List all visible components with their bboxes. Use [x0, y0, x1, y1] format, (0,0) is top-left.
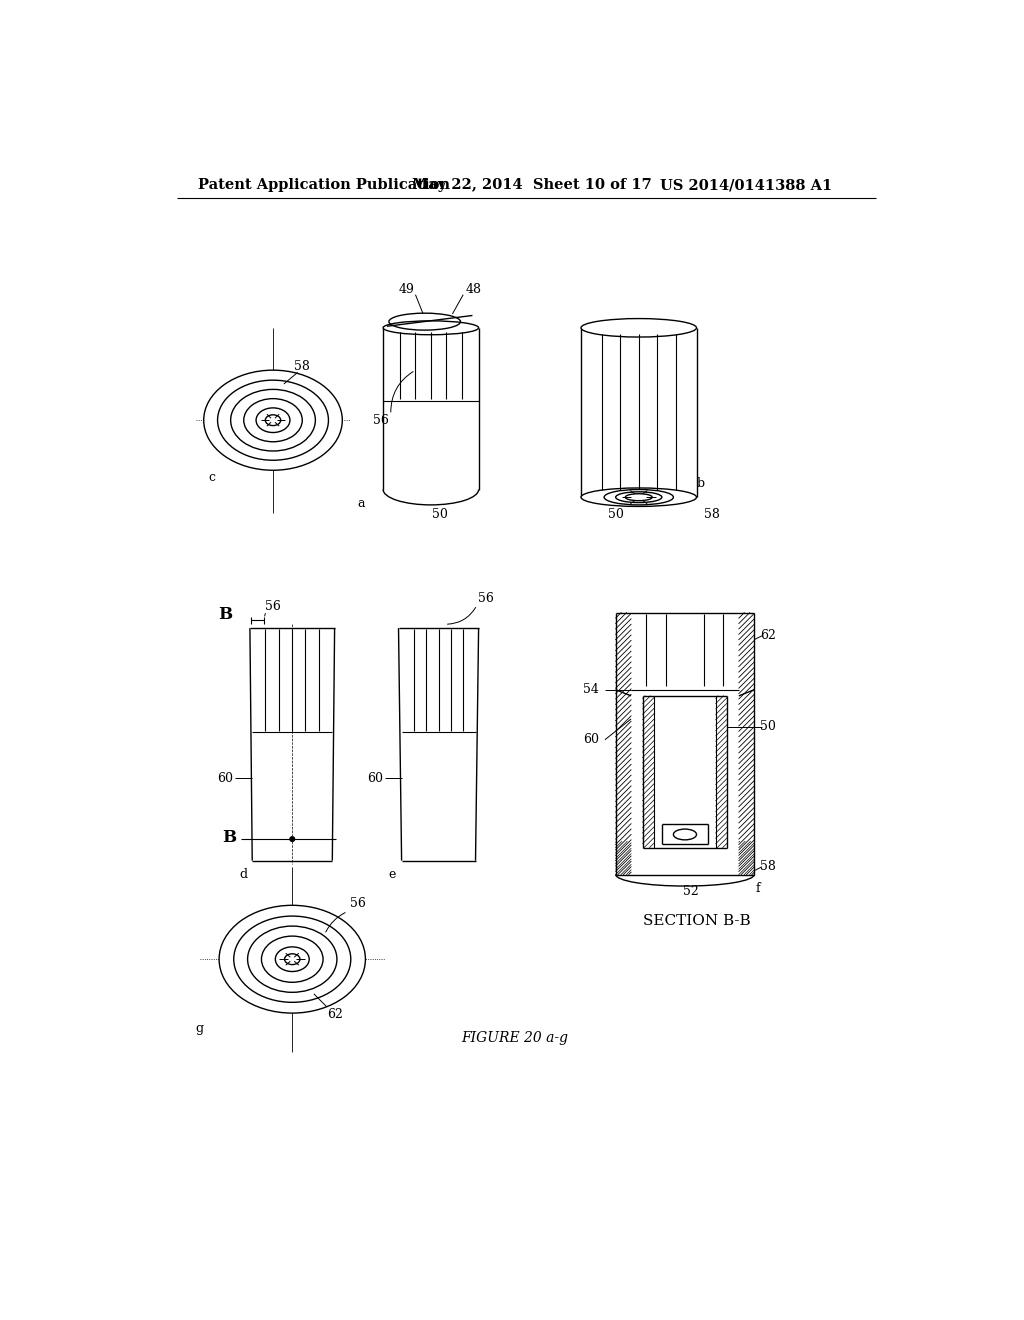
Text: 62: 62	[327, 1008, 343, 1022]
Ellipse shape	[581, 488, 696, 507]
Text: 50: 50	[760, 721, 776, 733]
Ellipse shape	[233, 916, 351, 1002]
Text: SECTION B-B: SECTION B-B	[643, 913, 751, 928]
Text: g: g	[196, 1022, 204, 1035]
Circle shape	[290, 837, 295, 841]
Text: 58: 58	[760, 861, 776, 874]
Ellipse shape	[244, 399, 302, 442]
Text: FIGURE 20 a-g: FIGURE 20 a-g	[462, 1031, 568, 1044]
Text: May 22, 2014  Sheet 10 of 17: May 22, 2014 Sheet 10 of 17	[412, 178, 651, 193]
Text: 58: 58	[703, 508, 720, 520]
Text: 56: 56	[478, 593, 495, 606]
Ellipse shape	[256, 408, 290, 433]
Text: c: c	[208, 471, 215, 484]
Ellipse shape	[261, 936, 323, 982]
Ellipse shape	[204, 370, 342, 470]
Ellipse shape	[626, 494, 652, 500]
Text: 60: 60	[217, 772, 233, 785]
Text: 56: 56	[265, 601, 281, 612]
Text: 52: 52	[683, 884, 699, 898]
Ellipse shape	[248, 927, 337, 993]
Ellipse shape	[383, 321, 478, 335]
Text: f: f	[756, 882, 761, 895]
Text: B: B	[222, 829, 237, 846]
Text: d: d	[239, 869, 247, 880]
Ellipse shape	[285, 954, 300, 965]
Text: 50: 50	[432, 508, 449, 520]
Text: 49: 49	[398, 282, 414, 296]
Text: 50: 50	[607, 508, 624, 520]
Text: 56: 56	[373, 413, 389, 426]
Ellipse shape	[615, 492, 662, 503]
Ellipse shape	[674, 829, 696, 840]
Text: B: B	[218, 606, 232, 623]
Text: 54: 54	[583, 684, 599, 696]
Ellipse shape	[217, 380, 329, 461]
Ellipse shape	[265, 414, 281, 425]
Ellipse shape	[219, 906, 366, 1014]
Text: 60: 60	[367, 772, 383, 785]
Text: 62: 62	[760, 630, 776, 643]
Ellipse shape	[604, 490, 674, 506]
Text: 58: 58	[294, 360, 310, 372]
Text: e: e	[389, 869, 396, 880]
Text: a: a	[357, 496, 366, 510]
Text: 48: 48	[465, 282, 481, 296]
Text: 60: 60	[583, 733, 599, 746]
Text: Patent Application Publication: Patent Application Publication	[199, 178, 451, 193]
Ellipse shape	[275, 946, 309, 972]
Text: b: b	[696, 477, 705, 490]
Text: US 2014/0141388 A1: US 2014/0141388 A1	[660, 178, 833, 193]
Ellipse shape	[581, 318, 696, 337]
Text: 56: 56	[350, 898, 366, 911]
Ellipse shape	[230, 389, 315, 451]
